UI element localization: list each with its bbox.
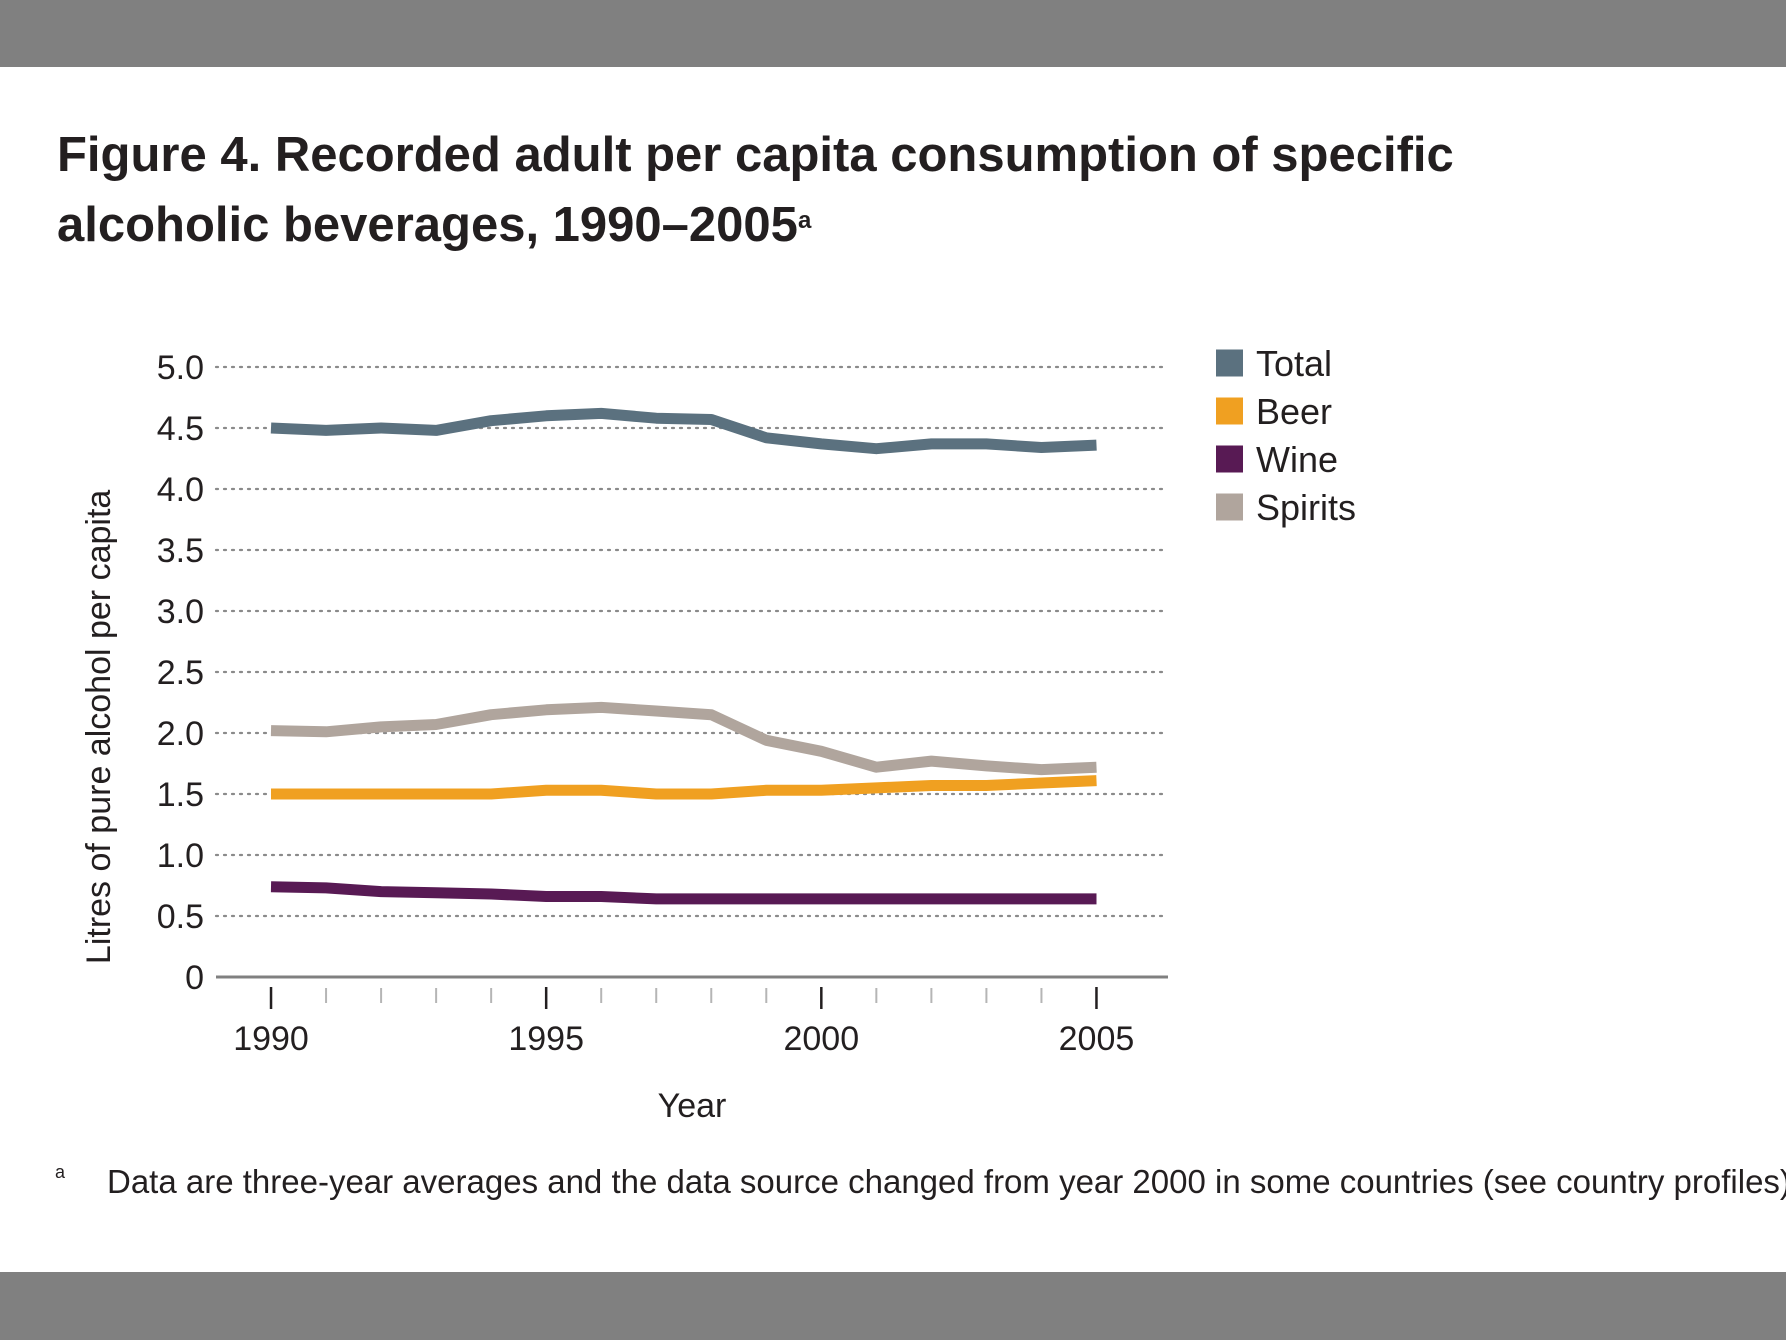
legend-swatch-total bbox=[1216, 349, 1243, 377]
series-line-wine bbox=[270, 881, 1097, 905]
bottom-frame-band bbox=[0, 1272, 1786, 1340]
y-tick-label-3-0: 3.0 bbox=[157, 593, 204, 631]
series-line-total bbox=[270, 407, 1097, 455]
x-tick-label-1990: 1990 bbox=[233, 1020, 309, 1058]
footnote-marker: a bbox=[55, 1162, 66, 1182]
figure-title-prefix: Figure 4. bbox=[57, 128, 262, 182]
x-tick-label-2005: 2005 bbox=[1059, 1020, 1135, 1058]
footnote-text: Data are three-year averages and the dat… bbox=[107, 1163, 1786, 1200]
y-tick-label-0-5: 0.5 bbox=[157, 898, 204, 936]
line-chart: 0 0.5 1.0 1.5 2.0 2.5 3.0 3.5 4.0 4.5 5.0 1990 1995 2… bbox=[80, 343, 1356, 1125]
y-tick-label-3-5: 3.5 bbox=[157, 532, 204, 570]
y-tick-label-1-5: 1.5 bbox=[157, 776, 204, 814]
y-tick-label-4-0: 4.0 bbox=[157, 471, 204, 509]
legend-label-wine: Wine bbox=[1256, 439, 1338, 480]
y-tick-label-1-0: 1.0 bbox=[157, 837, 204, 875]
top-frame-band bbox=[0, 0, 1786, 67]
legend-label-beer: Beer bbox=[1256, 391, 1332, 432]
y-tick-label-5-0: 5.0 bbox=[157, 349, 204, 387]
legend-swatch-spirits bbox=[1216, 493, 1243, 521]
figure-title-superscript: a bbox=[797, 207, 812, 234]
x-tick-label-2000: 2000 bbox=[783, 1020, 859, 1058]
series-line-beer bbox=[271, 775, 1097, 800]
legend-label-spirits: Spirits bbox=[1256, 487, 1356, 528]
y-axis-title: Litres of pure alcohol per capita bbox=[80, 490, 118, 964]
y-tick-label-4-5: 4.5 bbox=[157, 410, 204, 448]
legend-swatch-wine bbox=[1216, 445, 1243, 473]
x-tick-label-1995: 1995 bbox=[508, 1020, 584, 1058]
y-tick-label-2-5: 2.5 bbox=[157, 654, 204, 692]
x-axis-title: Year bbox=[658, 1087, 727, 1125]
y-tick-label-0: 0 bbox=[185, 959, 204, 997]
y-tick-label-2-0: 2.0 bbox=[157, 715, 204, 753]
figure-title: Figure 4. Recorded adult per capita cons… bbox=[57, 120, 1557, 260]
legend-swatch-beer bbox=[1216, 397, 1243, 425]
legend-label-total: Total bbox=[1256, 343, 1332, 384]
series-line-spirits bbox=[270, 701, 1097, 776]
figure-title-text: Recorded adult per capita consumption of… bbox=[57, 128, 1454, 252]
